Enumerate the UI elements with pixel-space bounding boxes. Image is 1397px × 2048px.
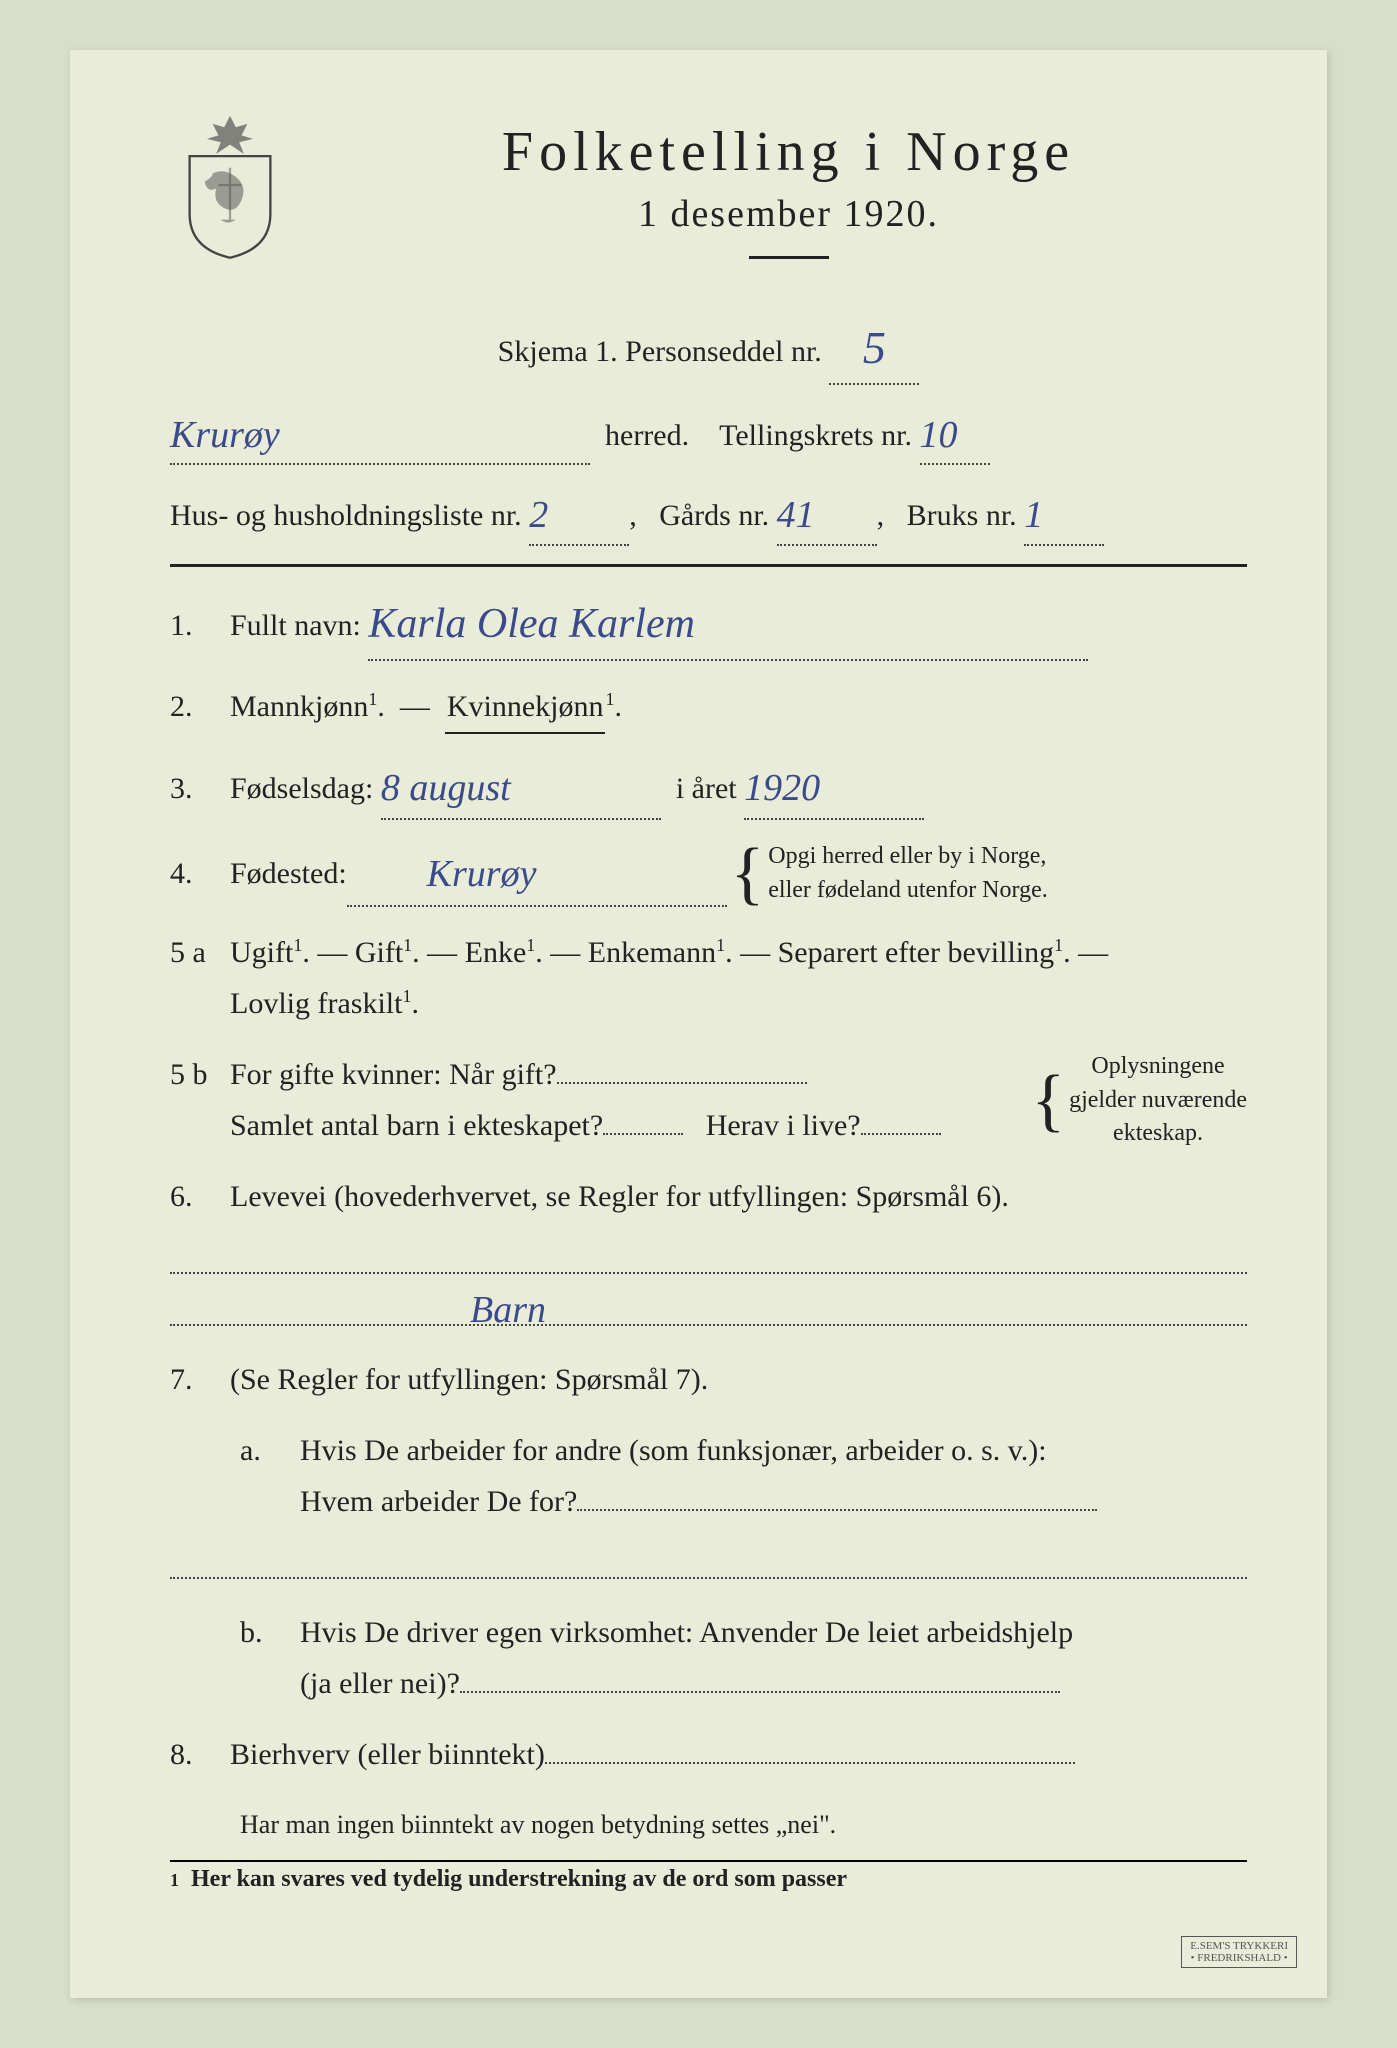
herred-label: herred. (605, 419, 689, 452)
gards-label: Gårds nr. (659, 499, 769, 532)
skjema-label: Skjema 1. Personseddel nr. (498, 335, 822, 368)
q7a-text1: Hvis De arbeider for andre (som funksjon… (300, 1434, 1047, 1467)
footer-note: Har man ingen biinntekt av nogen betydni… (170, 1810, 1247, 1840)
q2-kvinne: Kvinnekjønn (445, 681, 606, 734)
footer-bottom: 1 Her kan svares ved tydelig understrekn… (170, 1860, 1247, 1893)
q7-label: (Se Regler for utfyllingen: Spørsmål 7). (230, 1363, 708, 1396)
census-form-page: Folketelling i Norge 1 desember 1920. Sk… (70, 50, 1327, 1998)
q6-blank2: Barn (170, 1302, 1247, 1326)
q3-row: 3. Fødselsdag: 8 august i året 1920 (170, 754, 1247, 821)
q6-blank1 (170, 1250, 1247, 1274)
printer-stamp: E.SEM'S TRYKKERI • FREDRIKSHALD • (1181, 1936, 1297, 1968)
q3-year-label: i året (676, 772, 737, 805)
q6-label: Levevei (hovederhvervet, se Regler for u… (230, 1180, 1009, 1213)
herred-value: Krurøy (170, 405, 280, 466)
q7b-row: b. Hvis De driver egen virksomhet: Anven… (170, 1607, 1247, 1709)
q5b-line1: For gifte kvinner: Når gift? (230, 1058, 557, 1091)
q2-row: 2. Mannkjønn1. — Kvinnekjønn1. (170, 681, 1247, 734)
husliste-nr: 2 (529, 485, 548, 546)
q7-num: 7. (170, 1354, 230, 1405)
q5a-enkemann: Enkemann (588, 936, 716, 969)
q4-note: Opgi herred eller by i Norge, eller føde… (768, 840, 1047, 907)
q3-year: 1920 (744, 756, 820, 821)
q8-label: Bierhverv (eller biinntekt) (230, 1738, 545, 1771)
bruks-nr: 1 (1024, 485, 1043, 546)
coat-of-arms-icon (170, 110, 290, 260)
section-divider (170, 564, 1247, 567)
tellingskrets-nr: 10 (920, 405, 958, 466)
q3-day: 8 august (381, 756, 511, 821)
header: Folketelling i Norge 1 desember 1920. (170, 110, 1247, 289)
q5a-row: 5 a Ugift1. — Gift1. — Enke1. — Enkemann… (170, 927, 1247, 1029)
gards-nr: 41 (777, 485, 815, 546)
q2-num: 2. (170, 681, 230, 732)
q6-row: 6. Levevei (hovederhvervet, se Regler fo… (170, 1171, 1247, 1222)
title-divider (749, 256, 829, 259)
q2-dash: — (400, 690, 430, 723)
q2-mann: Mannkjønn (230, 690, 368, 723)
q5b-line2a: Samlet antal barn i ekteskapet? (230, 1109, 603, 1142)
main-title: Folketelling i Norge (330, 120, 1247, 184)
q5b-row: 5 b For gifte kvinner: Når gift? Samlet … (170, 1049, 1247, 1151)
q5a-fraskilt: Lovlig fraskilt (230, 987, 402, 1020)
q6-num: 6. (170, 1171, 230, 1222)
q5b-num: 5 b (170, 1049, 230, 1100)
q5a-ugift: Ugift (230, 936, 293, 969)
q7b-text2: (ja eller nei)? (300, 1667, 460, 1700)
q7-row: 7. (Se Regler for utfyllingen: Spørsmål … (170, 1354, 1247, 1405)
q4-row: 4. Fødested: Krurøy { Opgi herred eller … (170, 840, 1247, 907)
brace-icon: { (1031, 1083, 1065, 1118)
q8-row: 8. Bierhverv (eller biinntekt) (170, 1729, 1247, 1780)
q3-num: 3. (170, 763, 230, 814)
q7a-row: a. Hvis De arbeider for andre (som funks… (170, 1425, 1247, 1527)
title-block: Folketelling i Norge 1 desember 1920. (330, 110, 1247, 289)
personseddel-line: Skjema 1. Personseddel nr. 5 (170, 309, 1247, 385)
q8-num: 8. (170, 1729, 230, 1780)
q1-label: Fullt navn: (230, 609, 361, 642)
q1-value: Karla Olea Karlem (368, 589, 695, 660)
q7b-num: b. (240, 1607, 300, 1658)
q7b-text1: Hvis De driver egen virksomhet: Anvender… (300, 1616, 1073, 1649)
q5a-num: 5 a (170, 927, 230, 978)
herred-line: Krurøy herred. Tellingskrets nr. 10 (170, 403, 1247, 466)
q4-label: Fødested: (230, 848, 347, 899)
q1-row: 1. Fullt navn: Karla Olea Karlem (170, 587, 1247, 660)
q5a-separert: Separert efter bevilling (778, 936, 1055, 969)
q5b-line2b: Herav i live? (706, 1109, 861, 1142)
q5a-enke: Enke (465, 936, 527, 969)
q7a-blank (170, 1555, 1247, 1579)
bruks-label: Bruks nr. (907, 499, 1017, 532)
tellingskrets-label: Tellingskrets nr. (719, 419, 912, 452)
q7a-num: a. (240, 1425, 300, 1476)
q4-value: Krurøy (427, 842, 537, 907)
q3-label: Fødselsdag: (230, 772, 373, 805)
q6-value: Barn (470, 1288, 546, 1332)
husliste-label: Hus- og husholdningsliste nr. (170, 499, 522, 532)
q4-num: 4. (170, 848, 230, 899)
husliste-line: Hus- og husholdningsliste nr. 2 , Gårds … (170, 483, 1247, 546)
brace-icon: { (731, 856, 765, 891)
q5b-note: Oplysningene gjelder nuværende ekteskap. (1069, 1050, 1247, 1151)
q7a-text2: Hvem arbeider De for? (300, 1485, 577, 1518)
q5a-gift: Gift (355, 936, 403, 969)
q1-num: 1. (170, 600, 230, 651)
subtitle: 1 desember 1920. (330, 192, 1247, 236)
personseddel-nr: 5 (863, 311, 886, 385)
